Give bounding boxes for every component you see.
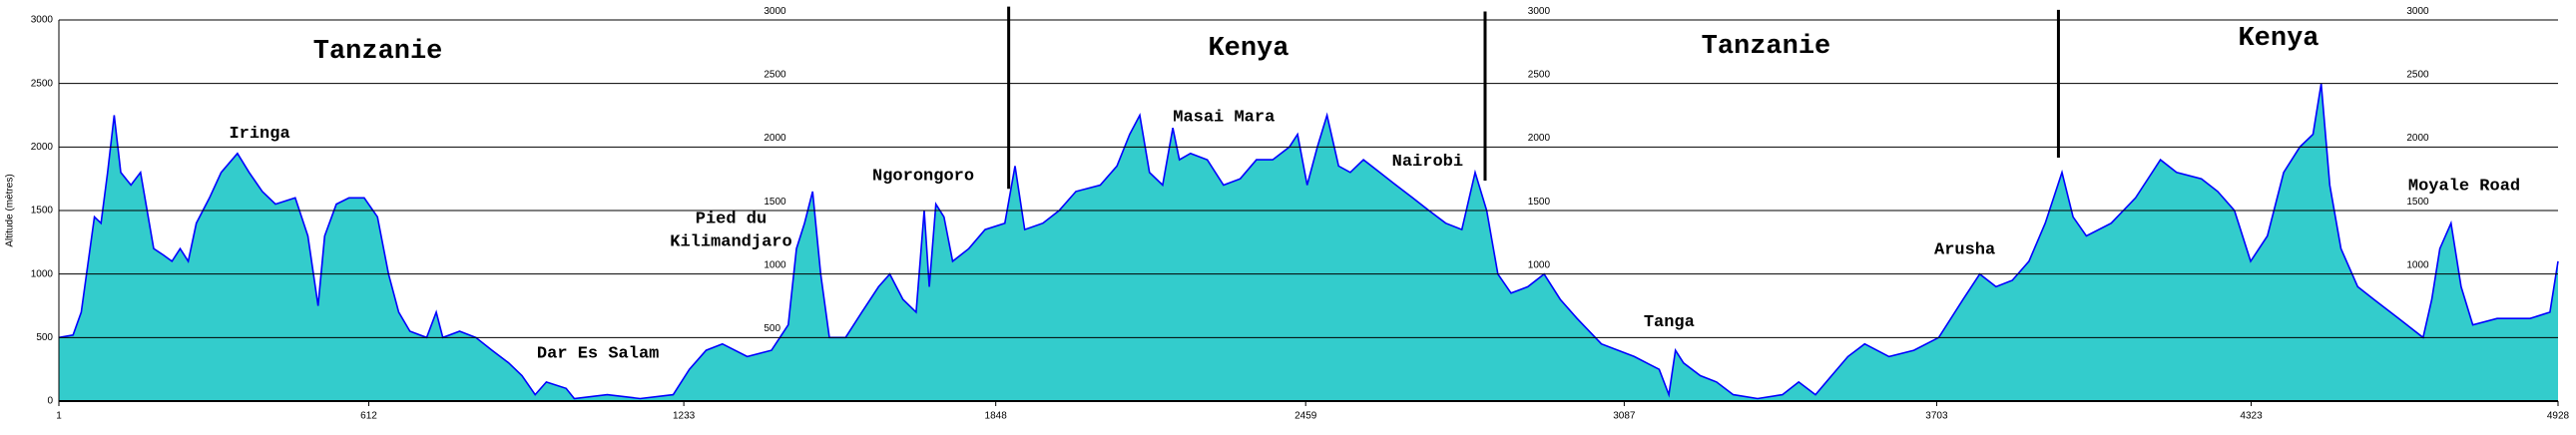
- place-label: Tanga: [1644, 313, 1695, 332]
- country-label: Tanzanie: [313, 37, 443, 67]
- inner-tick-label: 1000: [1528, 259, 1551, 270]
- y-tick-label: 1500: [31, 206, 54, 217]
- x-tick-label: 612: [360, 411, 377, 422]
- area-line: [58, 83, 2559, 400]
- country-label: Kenya: [1208, 34, 1288, 64]
- country-label: Tanzanie: [1702, 32, 1831, 62]
- place-label: Masai Mara: [1173, 108, 1275, 127]
- place-label: Kilimandjaro: [670, 232, 791, 251]
- y-tick-label: 2000: [31, 142, 54, 153]
- inner-tick-label: 1500: [2406, 197, 2429, 208]
- inner-tick-label: 2500: [764, 70, 786, 81]
- x-tick-label: 3703: [1925, 411, 1948, 422]
- inner-tick-label: 2500: [1528, 70, 1551, 81]
- place-label: Nairobi: [1392, 153, 1463, 172]
- inner-tick-label: 2000: [2406, 133, 2429, 144]
- place-label: Iringa: [229, 125, 289, 144]
- x-tick-label: 1: [56, 411, 62, 422]
- inner-tick-label: 3000: [764, 6, 786, 17]
- inner-tick-label: 500: [764, 323, 780, 334]
- y-tick-label: 500: [36, 332, 53, 343]
- place-label: Dar Es Salam: [537, 344, 659, 363]
- x-tick-label: 4928: [2547, 411, 2570, 422]
- inner-tick-label: 2000: [1528, 133, 1551, 144]
- inner-tick-label: 1500: [764, 197, 786, 208]
- inner-tick-label: 1000: [764, 259, 786, 270]
- place-label: Ngorongoro: [872, 168, 974, 187]
- inner-tick-label: 1500: [1528, 197, 1551, 208]
- x-tick-label: 1848: [985, 411, 1008, 422]
- inner-tick-label: 2000: [764, 133, 786, 144]
- place-label: Pied du: [696, 210, 767, 228]
- country-label: Kenya: [2238, 24, 2318, 54]
- inner-tick-label: 3000: [2406, 6, 2429, 17]
- x-tick-label: 1233: [673, 411, 696, 422]
- y-tick-label: 0: [47, 396, 53, 407]
- x-tick-label: 3087: [1613, 411, 1636, 422]
- y-tick-label: 3000: [31, 15, 54, 26]
- area-fill: [59, 83, 2558, 401]
- place-label: Moyale Road: [2408, 177, 2520, 196]
- place-label: Arusha: [1934, 241, 1995, 260]
- y-tick-label: 1000: [31, 268, 54, 279]
- inner-tick-label: 2500: [2406, 70, 2429, 81]
- inner-tick-label: 1000: [2406, 259, 2429, 270]
- x-tick-label: 2459: [1294, 411, 1317, 422]
- y-axis-label: Altitude (mètres): [5, 174, 16, 246]
- inner-tick-label: 3000: [1528, 6, 1551, 17]
- x-tick-label: 4323: [2240, 411, 2263, 422]
- y-tick-label: 2500: [31, 78, 54, 89]
